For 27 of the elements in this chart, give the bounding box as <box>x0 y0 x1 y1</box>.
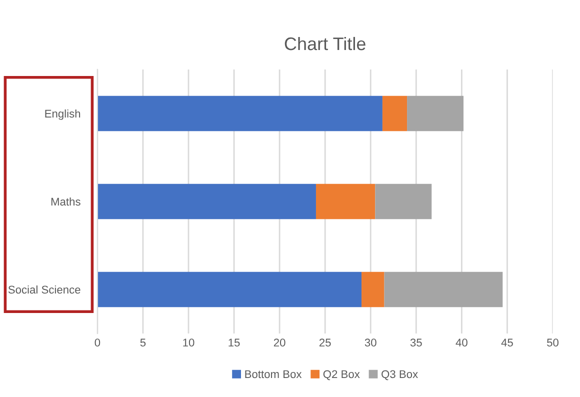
x-tick-label: 30 <box>364 338 376 347</box>
legend-label: Bottom Box <box>245 370 302 378</box>
legend-label: Q3 Box <box>382 370 418 380</box>
bar <box>362 272 384 308</box>
x-tick-label: 40 <box>456 338 468 347</box>
x-tick-label: 15 <box>228 338 240 347</box>
y-tick-label: Maths <box>51 197 80 206</box>
bar <box>407 96 464 132</box>
bar <box>375 184 432 220</box>
bar <box>316 184 376 220</box>
x-tick-label: 25 <box>319 338 331 347</box>
bar <box>382 96 408 132</box>
y-tick-label: Social Science <box>8 285 80 294</box>
bar <box>384 272 503 308</box>
y-tick-label: English <box>45 109 80 120</box>
bar <box>97 272 362 308</box>
x-tick-label: 0 <box>94 338 100 347</box>
x-tick-label: 5 <box>140 338 146 347</box>
x-tick-label: 50 <box>547 338 558 347</box>
legend-label: Q2 Box <box>323 370 360 380</box>
x-tick-label: 20 <box>274 338 286 347</box>
x-tick-label: 35 <box>410 338 422 347</box>
bar <box>97 184 316 220</box>
x-tick-label: 10 <box>183 338 194 347</box>
chart-title: Chart Title <box>284 36 366 50</box>
bar <box>97 96 382 132</box>
x-tick-label: 45 <box>501 338 513 347</box>
